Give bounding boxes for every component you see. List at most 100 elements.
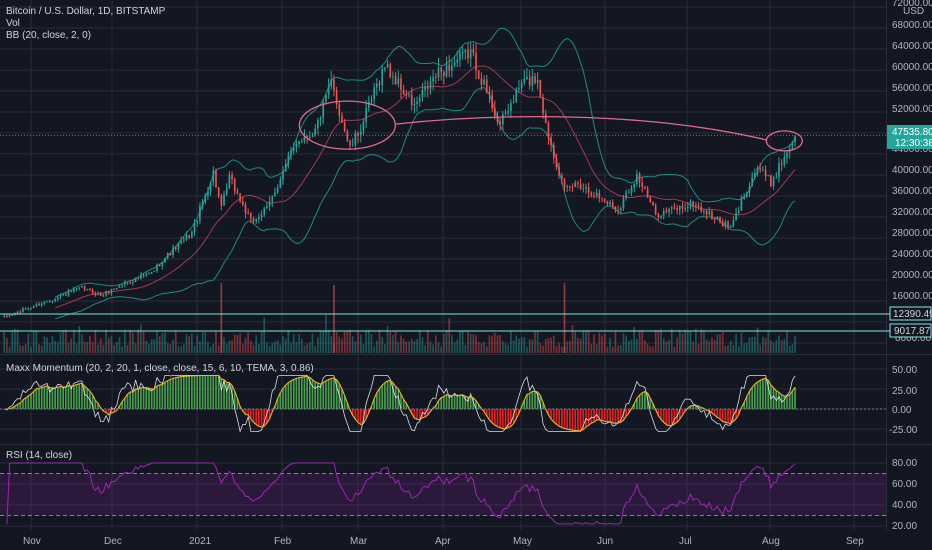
momentum-histogram-bar: [389, 380, 392, 409]
drawing-annotations[interactable]: [298, 100, 803, 152]
volume-bar: [56, 341, 59, 353]
time-axis-label: Nov: [23, 536, 41, 547]
momentum-histogram-bar: [196, 375, 199, 409]
momentum-legend[interactable]: Maxx Momentum (20, 2, 20, 1, close, clos…: [6, 363, 314, 374]
candle-body: [429, 81, 432, 89]
candle-body: [705, 211, 708, 215]
volume-bar: [574, 331, 577, 353]
volume-bar: [491, 335, 493, 353]
candle-body: [786, 152, 788, 158]
candle-body: [467, 49, 469, 59]
volume-bar: [263, 317, 266, 353]
volume-bar: [724, 345, 727, 353]
momentum-histogram-bar: [518, 409, 520, 414]
momentum-histogram-bar: [762, 379, 764, 409]
momentum-histogram-bar: [697, 406, 700, 409]
volume-bar: [649, 346, 652, 353]
momentum-histogram-bar: [437, 400, 440, 409]
rsi-pane: [0, 462, 886, 525]
volume-bar: [373, 346, 375, 353]
momentum-histogram-bar: [510, 409, 512, 427]
candle-body: [560, 175, 563, 179]
price-axis[interactable]: 72000.00 USD 68000.00 64000.00 60000.00 …: [0, 0, 932, 532]
volume-legend[interactable]: Vol: [6, 18, 20, 29]
momentum-histogram-bar: [274, 405, 276, 409]
volume-bar: [448, 318, 451, 353]
candle-body: [89, 288, 91, 290]
candle-body: [129, 282, 132, 284]
time-axis[interactable]: Nov Dec 2021 Feb Mar Apr May Jun Jul Aug…: [23, 536, 864, 547]
candle-body: [448, 64, 451, 71]
annotation-ellipse[interactable]: [298, 100, 396, 150]
momentum-histogram-bar: [75, 384, 78, 409]
candle-body: [654, 205, 657, 215]
volume-bar: [300, 338, 303, 353]
candle-body: [555, 158, 558, 168]
momentum-histogram-bar: [250, 409, 252, 420]
momentum-histogram-bar: [665, 409, 668, 425]
annotation-curve[interactable]: [395, 115, 767, 141]
volume-bar: [418, 330, 421, 353]
volume-bar: [75, 343, 78, 353]
momentum-histogram-bar: [483, 409, 485, 412]
candle-body: [258, 217, 260, 219]
last-price-tag: [887, 125, 932, 149]
momentum-histogram-bar: [443, 396, 445, 409]
momentum-histogram-bar: [539, 395, 542, 409]
candle-body: [81, 285, 83, 288]
candle-body: [35, 304, 38, 307]
momentum-histogram-bar: [217, 375, 220, 409]
volume-bar: [124, 329, 126, 353]
volume-bar: [617, 345, 619, 353]
volume-bar: [207, 341, 209, 353]
candle-body: [461, 51, 464, 53]
momentum-histogram-bar: [791, 391, 794, 409]
volume-bar: [284, 338, 287, 353]
volume-bar: [670, 329, 673, 353]
candle-body: [515, 88, 518, 103]
bb-legend[interactable]: BB (20, close, 2, 0): [6, 30, 91, 41]
candle-body: [56, 297, 59, 300]
volume-bar: [381, 337, 384, 353]
volume-bar: [6, 338, 8, 353]
candle-body: [351, 144, 354, 146]
volume-bar: [405, 341, 408, 353]
price-axis-label: 36000.00: [892, 186, 932, 197]
candle-body: [601, 197, 603, 199]
volume-bar: [346, 331, 349, 353]
volume-bar: [121, 346, 123, 353]
momentum-histogram-bar: [440, 397, 443, 409]
candle-body: [338, 104, 341, 116]
volume-bar: [552, 335, 555, 353]
candle-body: [32, 306, 35, 308]
volume-bar: [239, 333, 241, 353]
candle-body: [223, 194, 225, 206]
volume-bar: [440, 346, 443, 353]
volume-bar: [518, 338, 520, 353]
volume-bar: [595, 344, 598, 353]
candle-body: [587, 187, 590, 193]
candle-body: [22, 308, 24, 312]
candle-body: [150, 271, 153, 274]
candle-body: [783, 157, 786, 165]
candle-body: [614, 206, 617, 210]
volume-bar: [550, 337, 552, 353]
candle-body: [724, 221, 727, 227]
volume-bar: [593, 334, 595, 353]
momentum-histogram-bar: [319, 384, 322, 409]
volume-bar: [11, 330, 14, 353]
candle-body: [625, 192, 627, 199]
volume-bar: [233, 334, 236, 353]
candle-body: [290, 150, 292, 156]
candle-body: [115, 287, 118, 290]
rsi-legend[interactable]: RSI (14, close): [6, 450, 72, 461]
momentum-histogram-bar: [569, 409, 571, 430]
volume-bar: [400, 335, 402, 353]
candle-body: [247, 213, 249, 215]
volume-bar: [153, 339, 156, 353]
momentum-histogram-bar: [601, 409, 603, 421]
annotation-ellipse[interactable]: [765, 130, 803, 152]
momentum-histogram-bar: [405, 403, 408, 409]
main-legend[interactable]: Bitcoin / U.S. Dollar, 1D, BITSTAMP: [6, 6, 166, 17]
